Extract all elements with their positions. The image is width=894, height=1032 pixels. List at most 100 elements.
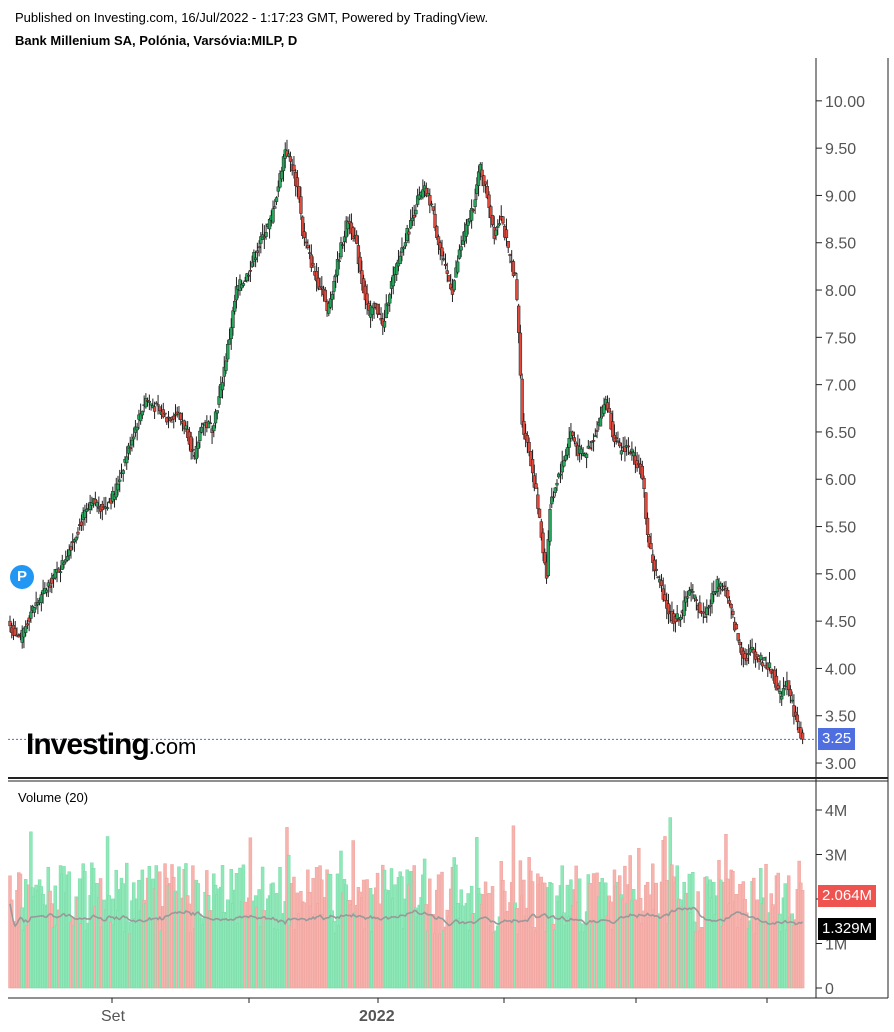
candle-body xyxy=(487,194,491,208)
candle-body xyxy=(79,521,84,526)
price-tick-label: 7.00 xyxy=(825,378,856,395)
candle-body xyxy=(701,611,705,614)
candle-body xyxy=(431,206,435,211)
candle-body xyxy=(584,453,589,458)
candle-body xyxy=(152,406,157,412)
price-tick-label: 3.50 xyxy=(825,709,856,726)
candle-body xyxy=(685,596,690,599)
candle-body xyxy=(355,234,359,244)
candle-body xyxy=(745,657,749,662)
candle-body xyxy=(330,293,334,300)
price-tick-label: 5.50 xyxy=(825,520,856,537)
candle-body xyxy=(60,560,64,570)
candle-body xyxy=(287,153,291,157)
price-tick-label: 5.00 xyxy=(825,567,856,584)
candle-body xyxy=(126,445,131,454)
last-price-badge: 3.25 xyxy=(818,728,856,751)
candle-body xyxy=(299,196,303,214)
candle-body xyxy=(247,274,251,277)
candle-body xyxy=(13,628,17,636)
candle-body xyxy=(217,396,221,405)
candle-body xyxy=(163,412,167,415)
volume-ma-line xyxy=(9,903,804,928)
candle-body xyxy=(32,607,37,613)
candle-body xyxy=(125,456,129,464)
candle-body xyxy=(412,214,416,218)
candle-body xyxy=(264,232,268,237)
candle-body xyxy=(558,473,563,476)
candle-body xyxy=(370,306,374,315)
candle-body xyxy=(778,691,782,694)
candle-body xyxy=(504,229,509,239)
candle-body xyxy=(755,654,759,658)
candle-body xyxy=(332,280,336,292)
candle-body xyxy=(708,604,712,607)
candle-body xyxy=(388,294,392,304)
candle-body xyxy=(482,175,486,186)
candle-body xyxy=(130,439,134,446)
candle-body xyxy=(274,197,279,202)
candle-body xyxy=(135,426,139,431)
candle-body xyxy=(172,415,176,420)
candle-body xyxy=(689,589,693,591)
candle-body xyxy=(631,452,636,457)
volume-bar xyxy=(83,871,87,989)
candle-body xyxy=(795,714,800,723)
candle-body xyxy=(307,252,312,254)
candle-body xyxy=(654,568,658,571)
candle-body xyxy=(184,425,188,430)
candle-body xyxy=(149,403,153,406)
candle-body xyxy=(456,261,460,273)
volume-tick-label: 4M xyxy=(825,803,847,820)
candle-body xyxy=(292,164,296,171)
candle-body xyxy=(74,537,78,541)
candle-body xyxy=(208,422,212,425)
candle-body xyxy=(403,242,408,247)
candle-body xyxy=(722,585,726,588)
candle-body xyxy=(154,402,158,405)
candle-body xyxy=(787,680,791,691)
candle-body xyxy=(196,442,200,449)
candle-body xyxy=(227,339,232,345)
candle-body xyxy=(473,199,477,207)
candle-body xyxy=(598,417,603,427)
price-tick-label: 9.00 xyxy=(825,188,856,205)
price-tick-label: 6.00 xyxy=(825,472,856,489)
candle-body xyxy=(231,310,235,328)
candle-body xyxy=(644,492,648,519)
candle-body xyxy=(611,421,615,438)
candle-body xyxy=(727,600,732,604)
candle-body xyxy=(626,445,631,448)
candle-body xyxy=(682,600,686,616)
price-tick-label: 3.00 xyxy=(825,756,856,773)
candle-body xyxy=(687,590,692,596)
candle-body xyxy=(719,583,723,587)
volume-panel-label: Volume (20) xyxy=(18,790,89,805)
candle-body xyxy=(694,599,698,601)
candle-body xyxy=(457,249,462,259)
candle-body xyxy=(259,236,263,244)
candle-body xyxy=(776,685,780,689)
volume-tick-label: 1M xyxy=(825,937,847,954)
candle-body xyxy=(276,186,280,192)
volume-tick-label: 3M xyxy=(825,848,847,865)
candle-body xyxy=(543,552,547,564)
candle-body xyxy=(311,263,315,266)
candle-body xyxy=(541,532,545,554)
candle-body xyxy=(715,579,719,592)
candle-body xyxy=(440,247,444,257)
candle-body xyxy=(767,662,772,668)
candle-body xyxy=(593,435,597,437)
candle-body xyxy=(476,171,481,186)
candle-body xyxy=(206,421,211,429)
candle-body xyxy=(649,543,653,550)
candle-body xyxy=(281,156,286,172)
candle-body xyxy=(607,408,611,413)
candle-body xyxy=(565,447,570,456)
candle-body xyxy=(475,184,479,194)
candle-body xyxy=(663,594,667,602)
candle-body xyxy=(717,586,721,589)
publish-marker-icon[interactable]: P xyxy=(10,565,34,589)
candle-body xyxy=(295,177,300,188)
